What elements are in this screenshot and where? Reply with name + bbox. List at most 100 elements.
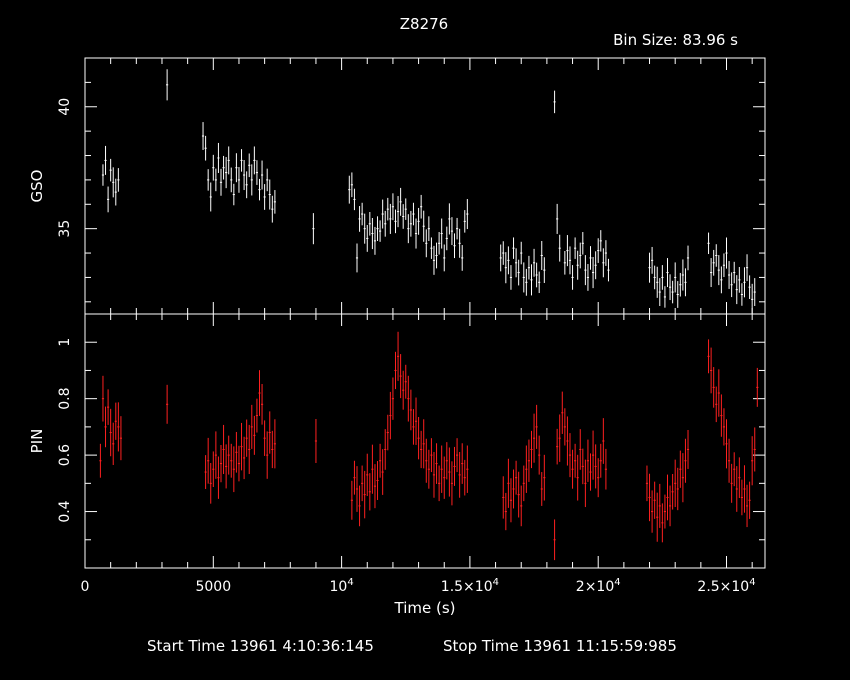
gso-data-point xyxy=(373,226,377,255)
pin-data-point xyxy=(427,449,430,489)
pin-data-point xyxy=(255,398,259,433)
pin-data-point xyxy=(453,446,456,486)
pin-data-point xyxy=(204,455,207,489)
gso-data-point xyxy=(440,218,443,249)
pin-data-point xyxy=(748,481,751,519)
pin-data-point xyxy=(566,416,569,466)
gso-data-point xyxy=(730,272,733,298)
gso-data-point xyxy=(268,179,271,210)
pin-data-point xyxy=(553,519,556,561)
gso-data-point xyxy=(348,175,351,204)
gso-data-point xyxy=(584,255,587,286)
gso-data-point xyxy=(509,265,513,290)
pin-data-point xyxy=(504,492,507,531)
pin-data-point xyxy=(101,375,105,422)
pin-data-point xyxy=(366,453,369,497)
gso-data-point xyxy=(212,154,215,181)
gso-data-point xyxy=(391,193,395,221)
pin-data-point xyxy=(466,445,469,493)
x-tick-label: 5000 xyxy=(195,579,231,595)
pin-data-point xyxy=(753,427,756,472)
pin-data-point xyxy=(658,483,661,528)
gso-data-point xyxy=(379,220,382,242)
gso-data-point xyxy=(260,160,264,190)
pin-data-point xyxy=(571,449,574,489)
pin-data-point xyxy=(235,431,238,473)
gso-data-point xyxy=(394,209,397,234)
gso-data-point xyxy=(240,149,243,172)
gso-data-point xyxy=(222,155,225,180)
pin-data-point xyxy=(671,474,674,510)
pin-data-point xyxy=(117,402,120,452)
gso-data-point xyxy=(671,280,674,304)
pin-ytick-label: 0.4 xyxy=(57,500,73,522)
pin-data-point xyxy=(248,424,251,475)
pin-data-point xyxy=(250,404,253,449)
gso-data-point xyxy=(104,145,107,175)
pin-ytick-label: 1 xyxy=(57,338,73,347)
pin-data-point xyxy=(455,438,459,473)
pin-data-point xyxy=(463,459,466,496)
pin-data-point xyxy=(361,465,364,502)
gso-data-point xyxy=(266,168,269,192)
pin-data-point xyxy=(604,448,607,490)
pin-data-point xyxy=(266,431,269,479)
x-tick-label: 2.5×104 xyxy=(697,577,755,595)
gso-data-point xyxy=(558,234,561,262)
gso-data-point xyxy=(109,158,112,182)
pin-data-point xyxy=(258,370,261,416)
pin-data-point xyxy=(591,430,595,480)
gso-data-point xyxy=(438,232,441,255)
pin-data-point xyxy=(402,370,405,410)
gso-data-point xyxy=(535,262,538,288)
pin-data-point xyxy=(443,456,446,499)
pin-data-point xyxy=(589,453,592,491)
pin-data-point xyxy=(384,429,387,470)
pin-data-point xyxy=(717,369,720,417)
gso-data-point xyxy=(651,246,654,274)
pin-data-point xyxy=(109,408,112,457)
gso-data-point xyxy=(381,199,384,229)
gso-data-point xyxy=(263,184,266,210)
pin-frame xyxy=(84,313,766,569)
pin-data-point xyxy=(389,391,392,440)
gso-data-point xyxy=(517,259,520,286)
pin-data-point xyxy=(363,470,366,519)
pin-data-point xyxy=(440,445,443,493)
pin-ytick-label: 0.6 xyxy=(57,444,73,466)
gso-data-point xyxy=(530,264,533,296)
pin-data-point xyxy=(207,437,210,484)
pin-data-point xyxy=(517,471,520,518)
pin-data-point xyxy=(222,424,225,475)
gso-data-point xyxy=(735,275,738,305)
pin-data-point xyxy=(371,444,374,494)
pin-panel: 0.4 0.6 0.8 1 PIN 0 5000 104 1.5×104 2×104 2.5×104… xyxy=(28,313,766,617)
pin-data-point xyxy=(751,436,754,486)
gso-data-point xyxy=(504,252,507,284)
pin-data-point xyxy=(502,476,505,519)
gso-data-point xyxy=(753,278,756,307)
pin-data-point xyxy=(707,339,710,374)
gso-data-point xyxy=(727,261,731,289)
pin-data-point xyxy=(597,458,600,498)
gso-data-point xyxy=(581,232,584,255)
gso-data-point xyxy=(512,237,515,259)
pin-data-point xyxy=(166,384,169,424)
pin-data-point xyxy=(556,428,559,465)
pin-data-point xyxy=(438,465,441,502)
bin-size-label: Bin Size: 83.96 s xyxy=(613,31,738,49)
pin-data-point xyxy=(725,419,728,469)
gso-data-point xyxy=(417,207,420,235)
gso-data-point xyxy=(427,216,430,242)
pin-data-point xyxy=(237,445,241,482)
gso-data-point xyxy=(602,248,605,278)
pin-data-point xyxy=(376,461,379,500)
gso-data-point xyxy=(232,183,235,206)
pin-data-point xyxy=(209,463,212,504)
pin-data-point xyxy=(581,448,584,485)
gso-data-point xyxy=(353,188,356,211)
pin-data-point xyxy=(217,456,220,499)
gso-data-point xyxy=(658,278,661,307)
gso-data-point xyxy=(571,265,574,290)
gso-data-point xyxy=(556,203,559,234)
